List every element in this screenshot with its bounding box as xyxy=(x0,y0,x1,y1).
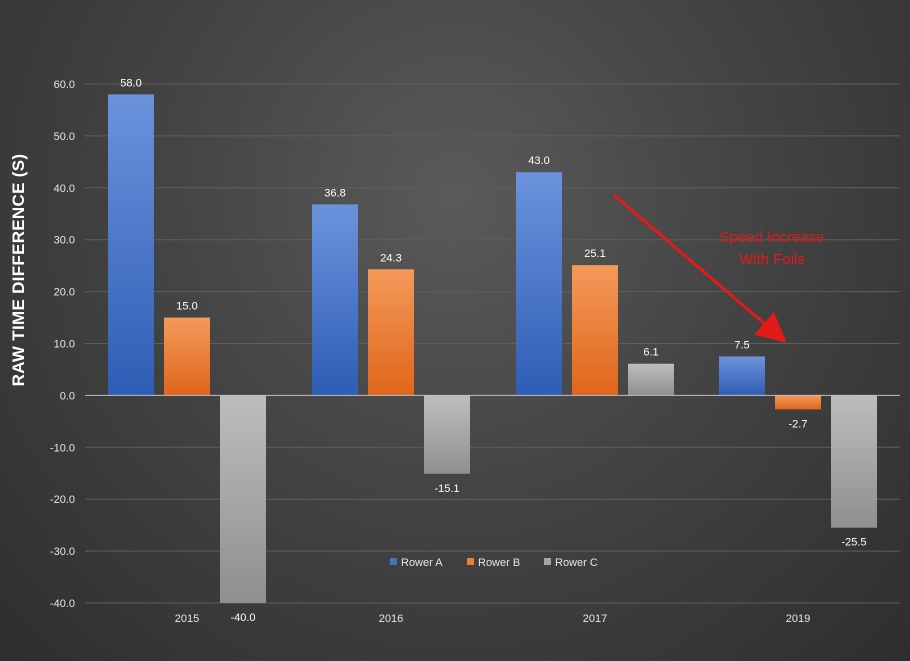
bar xyxy=(108,94,154,396)
y-tick-label: -40.0 xyxy=(50,598,75,610)
bar xyxy=(368,269,414,396)
bar xyxy=(164,317,210,396)
legend-swatch xyxy=(390,558,397,565)
bars xyxy=(108,94,877,603)
data-label: -2.7 xyxy=(789,418,808,430)
legend-label: Rower B xyxy=(478,557,520,569)
data-label: 25.1 xyxy=(584,248,605,260)
legend-label: Rower C xyxy=(555,557,598,569)
annotation: Speed Increase With Foils xyxy=(613,193,825,343)
y-tick-label: 10.0 xyxy=(54,339,75,351)
y-tick-label: 50.0 xyxy=(54,131,75,143)
x-tick-label: 2015 xyxy=(175,613,199,625)
y-tick-label: 40.0 xyxy=(54,183,75,195)
data-label: 15.0 xyxy=(176,301,197,313)
legend-swatch xyxy=(544,558,551,565)
legend: Rower A Rower B Rower C xyxy=(390,557,598,569)
y-axis-ticks: -40.0 -30.0 -20.0 -10.0 0.0 10.0 20.0 30.0 40.0 5… xyxy=(50,79,75,610)
x-axis-ticks: 2015 2016 2017 2019 xyxy=(175,613,810,625)
data-label: 7.5 xyxy=(734,339,749,351)
bar xyxy=(312,204,358,396)
data-label: 6.1 xyxy=(643,347,658,359)
data-labels: 58.0 15.0 -40.0 36.8 24.3 -15.1 43.0 25.1 6.1 7.5… xyxy=(120,77,866,624)
data-label: -40.0 xyxy=(230,612,255,624)
y-tick-label: 30.0 xyxy=(54,235,75,247)
bar xyxy=(831,395,877,528)
bar xyxy=(516,172,562,396)
data-label: 24.3 xyxy=(380,252,401,264)
y-axis-label: RAW TIME DIFFERENCE (S) xyxy=(9,154,28,387)
y-tick-label: -10.0 xyxy=(50,442,75,454)
x-tick-label: 2019 xyxy=(786,613,810,625)
data-label: -15.1 xyxy=(434,483,459,495)
data-label: 58.0 xyxy=(120,77,141,89)
data-label: 36.8 xyxy=(324,187,345,199)
bar xyxy=(719,356,765,396)
annotation-arrow xyxy=(613,193,787,343)
bar xyxy=(775,395,821,410)
x-tick-label: 2017 xyxy=(583,613,607,625)
bar xyxy=(572,265,618,396)
y-tick-label: 0.0 xyxy=(60,390,75,402)
y-tick-label: 60.0 xyxy=(54,79,75,91)
bar xyxy=(424,395,470,474)
bar xyxy=(220,395,266,603)
y-tick-label: 20.0 xyxy=(54,287,75,299)
y-tick-label: -30.0 xyxy=(50,546,75,558)
bar xyxy=(628,363,674,396)
data-label: 43.0 xyxy=(528,155,549,167)
y-tick-label: -20.0 xyxy=(50,494,75,506)
x-tick-label: 2016 xyxy=(379,613,403,625)
legend-label: Rower A xyxy=(401,557,443,569)
data-label: -25.5 xyxy=(841,537,866,549)
annotation-text-line-1: Speed Increase xyxy=(719,229,824,246)
legend-swatch xyxy=(467,558,474,565)
annotation-text-line-2: With Foils xyxy=(739,251,805,268)
